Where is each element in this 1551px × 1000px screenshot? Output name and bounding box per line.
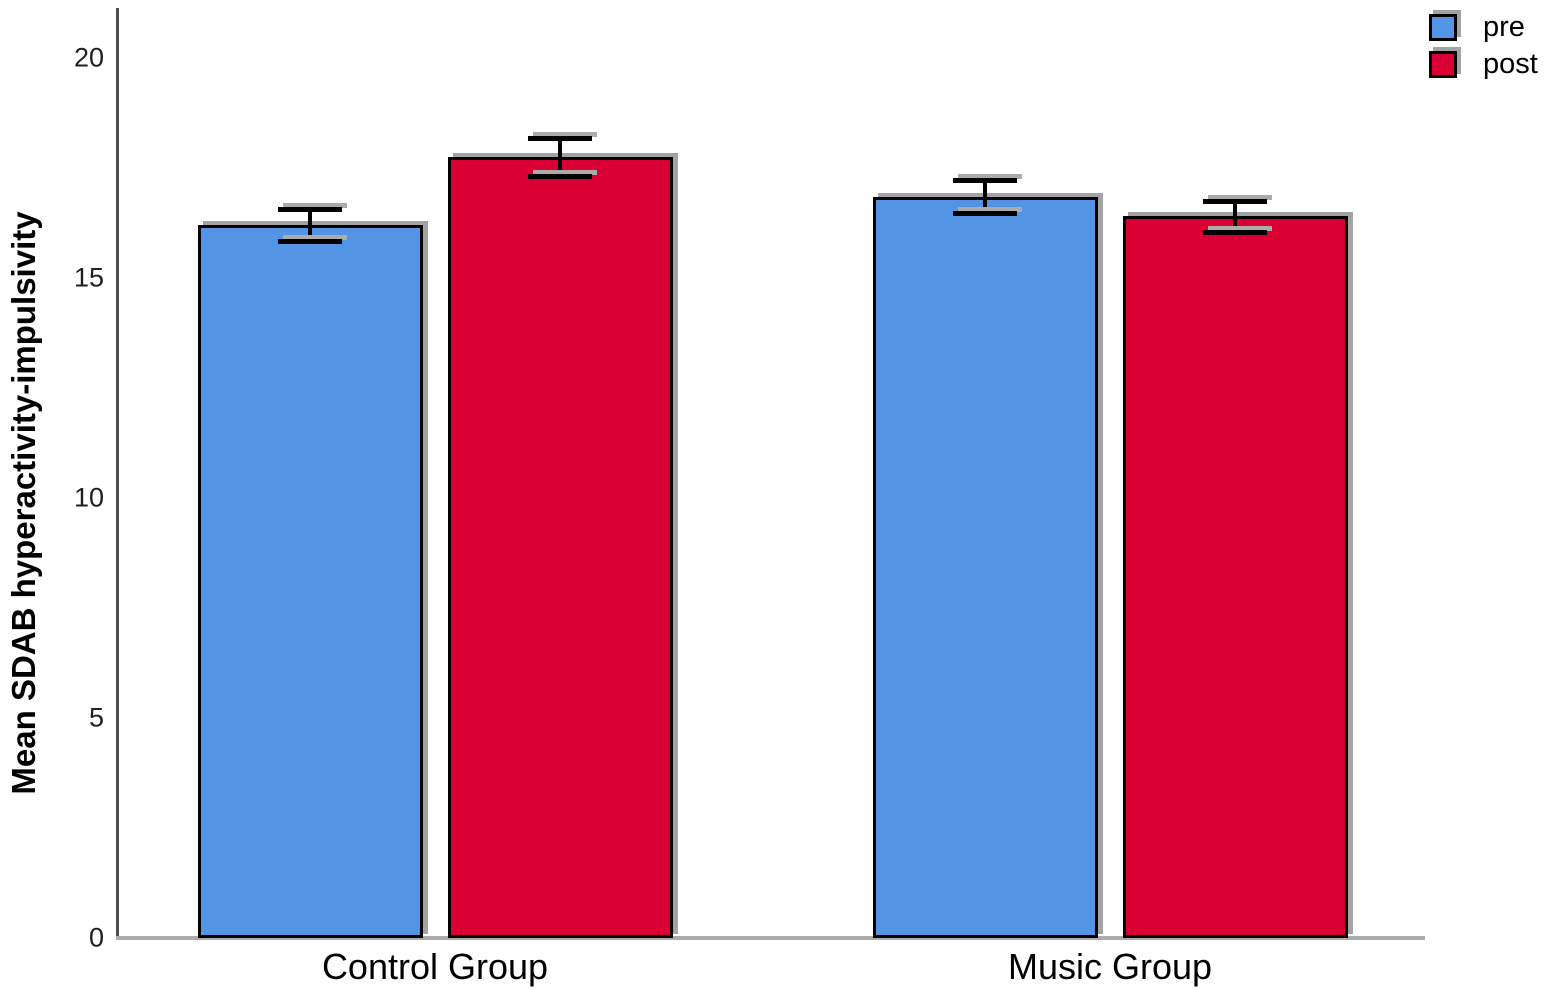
y-axis-tick-label: 10 bbox=[73, 482, 104, 513]
legend-swatch-pre bbox=[1429, 13, 1457, 41]
error-bar-control-group-post-line bbox=[558, 138, 562, 176]
error-bar-music-group-post-line bbox=[1233, 201, 1237, 232]
x-category-label-control-group: Control Group bbox=[321, 946, 549, 987]
bar-control-group-post bbox=[447, 157, 673, 938]
error-bar-control-group-post-bottom-cap bbox=[528, 173, 592, 179]
y-axis-tick-label: 15 bbox=[73, 262, 104, 293]
error-bar-control-group-post-top-cap bbox=[528, 136, 592, 142]
y-axis-tick-label: 20 bbox=[73, 42, 104, 73]
y-axis-tick-label: 5 bbox=[88, 702, 104, 733]
legend-swatch-post bbox=[1429, 50, 1457, 78]
legend-item-pre: pre bbox=[1429, 12, 1538, 42]
legend-label-pre: pre bbox=[1483, 11, 1525, 43]
x-axis-line bbox=[116, 936, 1425, 940]
y-axis-tick-label: 0 bbox=[88, 922, 104, 953]
error-bar-music-group-pre-bottom-cap bbox=[953, 211, 1017, 217]
error-bar-control-group-pre-top-cap bbox=[278, 206, 342, 212]
bar-control-group-pre bbox=[197, 225, 423, 938]
error-bar-music-group-post-bottom-cap bbox=[1203, 229, 1267, 235]
error-bar-music-group-pre-line bbox=[983, 179, 987, 214]
x-category-label-music-group: Music Group bbox=[1007, 946, 1213, 987]
error-bar-music-group-post-top-cap bbox=[1203, 199, 1267, 204]
error-bar-control-group-pre-bottom-cap bbox=[278, 239, 342, 245]
error-bar-music-group-pre-top-cap bbox=[953, 177, 1017, 183]
legend-label-post: post bbox=[1483, 48, 1538, 80]
bar-music-group-pre bbox=[872, 196, 1098, 938]
error-bar-control-group-pre-line bbox=[308, 208, 312, 242]
bar-music-group-post bbox=[1122, 216, 1348, 938]
legend-item-post: post bbox=[1429, 49, 1538, 79]
y-axis-line bbox=[116, 8, 119, 940]
legend: pre post bbox=[1429, 12, 1538, 86]
